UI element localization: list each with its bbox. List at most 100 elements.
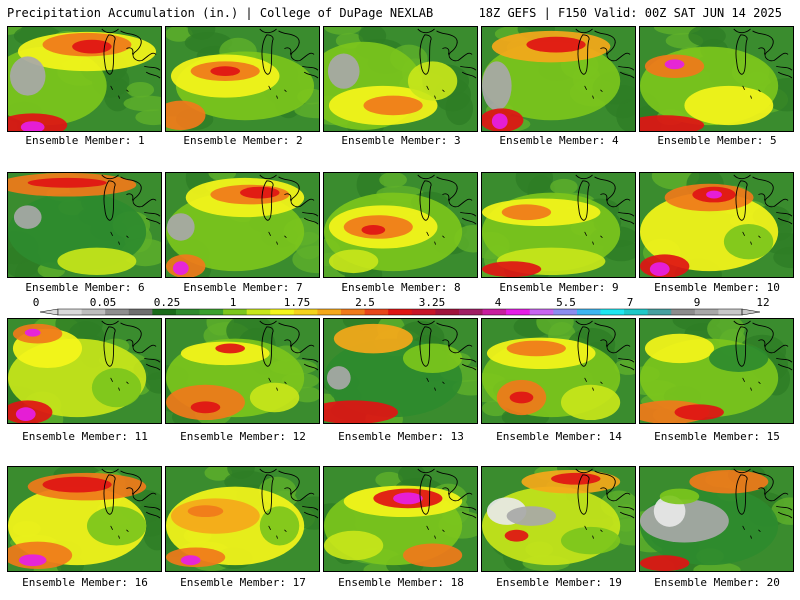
great-lakes-outline bbox=[733, 468, 793, 519]
precipitation-field bbox=[640, 319, 793, 423]
colorbar-tick-label: 1.75 bbox=[284, 296, 311, 309]
ensemble-member-map bbox=[323, 318, 478, 424]
colorbar-tick-label: 4 bbox=[495, 296, 502, 309]
ensemble-member-map bbox=[7, 466, 162, 572]
great-lakes-outline bbox=[259, 28, 319, 79]
ensemble-member-map bbox=[323, 26, 478, 132]
ensemble-member-map bbox=[639, 172, 794, 278]
colorbar-swatch bbox=[58, 309, 83, 315]
precipitation-field bbox=[8, 173, 161, 277]
precipitation-field bbox=[324, 173, 477, 277]
precipitation-field bbox=[640, 173, 793, 277]
ensemble-member-map bbox=[481, 172, 636, 278]
colorbar-swatch bbox=[81, 309, 106, 315]
colorbar-swatch bbox=[694, 309, 719, 315]
colorbar-swatch bbox=[482, 309, 507, 315]
precipitation-field bbox=[8, 27, 161, 131]
precipitation-field bbox=[640, 467, 793, 571]
great-lakes-outline bbox=[101, 468, 161, 519]
great-lakes-outline bbox=[417, 174, 477, 225]
ensemble-member-label: Ensemble Member: 19 bbox=[496, 576, 622, 589]
ensemble-member-label: Ensemble Member: 16 bbox=[22, 576, 148, 589]
colorbar-tick-label: 7 bbox=[627, 296, 634, 309]
colorbar-swatch bbox=[671, 309, 696, 315]
ensemble-member-map bbox=[165, 172, 320, 278]
ensemble-member-map bbox=[481, 318, 636, 424]
precipitation-field bbox=[324, 319, 477, 423]
great-lakes-outline bbox=[101, 174, 161, 225]
colorbar-swatch bbox=[529, 309, 554, 315]
colorbar-swatch bbox=[647, 309, 672, 315]
colorbar-swatch bbox=[199, 309, 224, 315]
colorbar-swatch bbox=[317, 309, 342, 315]
great-lakes-outline bbox=[417, 320, 477, 371]
precipitation-field bbox=[482, 467, 635, 571]
ensemble-member-label: Ensemble Member: 15 bbox=[654, 430, 780, 443]
ensemble-member-map bbox=[323, 172, 478, 278]
great-lakes-outline bbox=[575, 28, 635, 79]
colorbar-swatch bbox=[553, 309, 578, 315]
colorbar-tick-label: 0 bbox=[33, 296, 40, 309]
colorbar-tick-label: 0.25 bbox=[154, 296, 181, 309]
great-lakes-outline bbox=[259, 320, 319, 371]
ensemble-member-label: Ensemble Member: 10 bbox=[654, 281, 780, 294]
colorbar-swatch bbox=[576, 309, 601, 315]
ensemble-member-map bbox=[7, 318, 162, 424]
ensemble-member-label: Ensemble Member: 17 bbox=[180, 576, 306, 589]
great-lakes-outline bbox=[575, 468, 635, 519]
ensemble-member-label: Ensemble Member: 18 bbox=[338, 576, 464, 589]
colorbar-tick-label: 12 bbox=[756, 296, 769, 309]
great-lakes-outline bbox=[259, 174, 319, 225]
colorbar-swatch bbox=[411, 309, 436, 315]
colorbar-tick-label: 3.25 bbox=[419, 296, 446, 309]
colorbar-swatch bbox=[506, 309, 531, 315]
ensemble-member-label: Ensemble Member: 5 bbox=[657, 134, 777, 147]
great-lakes-outline bbox=[417, 468, 477, 519]
colorbar-swatch bbox=[341, 309, 366, 315]
colorbar-swatch bbox=[458, 309, 484, 315]
ensemble-member-map bbox=[7, 172, 162, 278]
ensemble-member-label: Ensemble Member: 13 bbox=[338, 430, 464, 443]
great-lakes-outline bbox=[575, 174, 635, 225]
colorbar-swatch bbox=[246, 309, 271, 315]
precipitation-field bbox=[166, 319, 319, 423]
colorbar-swatch bbox=[223, 309, 248, 315]
great-lakes-outline bbox=[259, 468, 319, 519]
colorbar-swatch bbox=[364, 309, 389, 315]
precipitation-field bbox=[324, 27, 477, 131]
colorbar-tick-label: 2.5 bbox=[355, 296, 375, 309]
precipitation-colorbar: 0 0.05 0.25 1 1.75 2.5 3.25 4 5.5 7 9 12 bbox=[33, 296, 770, 316]
precipitation-field bbox=[166, 467, 319, 571]
colorbar-swatch bbox=[293, 309, 318, 315]
precipitation-field bbox=[482, 27, 635, 131]
precipitation-field bbox=[166, 27, 319, 131]
colorbar-tick-label: 5.5 bbox=[556, 296, 576, 309]
ensemble-member-map bbox=[165, 26, 320, 132]
ensemble-member-map bbox=[639, 466, 794, 572]
great-lakes-outline bbox=[733, 320, 793, 371]
colorbar-swatch bbox=[175, 309, 201, 315]
ensemble-member-label: Ensemble Member: 14 bbox=[496, 430, 622, 443]
colorbar-swatch bbox=[624, 309, 649, 315]
colorbar-swatch bbox=[718, 309, 743, 315]
ensemble-member-label: Ensemble Member: 7 bbox=[183, 281, 303, 294]
great-lakes-outline bbox=[417, 28, 477, 79]
ensemble-member-label: Ensemble Member: 8 bbox=[341, 281, 461, 294]
great-lakes-outline bbox=[733, 28, 793, 79]
ensemble-member-map bbox=[639, 26, 794, 132]
ensemble-member-map bbox=[481, 466, 636, 572]
great-lakes-outline bbox=[733, 174, 793, 225]
ensemble-member-label: Ensemble Member: 2 bbox=[183, 134, 303, 147]
colorbar-tick-label: 1 bbox=[230, 296, 237, 309]
great-lakes-outline bbox=[101, 320, 161, 371]
ensemble-member-label: Ensemble Member: 6 bbox=[25, 281, 145, 294]
colorbar-swatch bbox=[600, 309, 625, 315]
colorbar-swatch bbox=[152, 309, 177, 315]
colorbar-swatch bbox=[388, 309, 413, 315]
precipitation-field bbox=[482, 173, 635, 277]
ensemble-member-label: Ensemble Member: 12 bbox=[180, 430, 306, 443]
ensemble-member-label: Ensemble Member: 4 bbox=[499, 134, 619, 147]
great-lakes-outline bbox=[575, 320, 635, 371]
ensemble-member-label: Ensemble Member: 9 bbox=[499, 281, 619, 294]
ensemble-member-map bbox=[165, 466, 320, 572]
